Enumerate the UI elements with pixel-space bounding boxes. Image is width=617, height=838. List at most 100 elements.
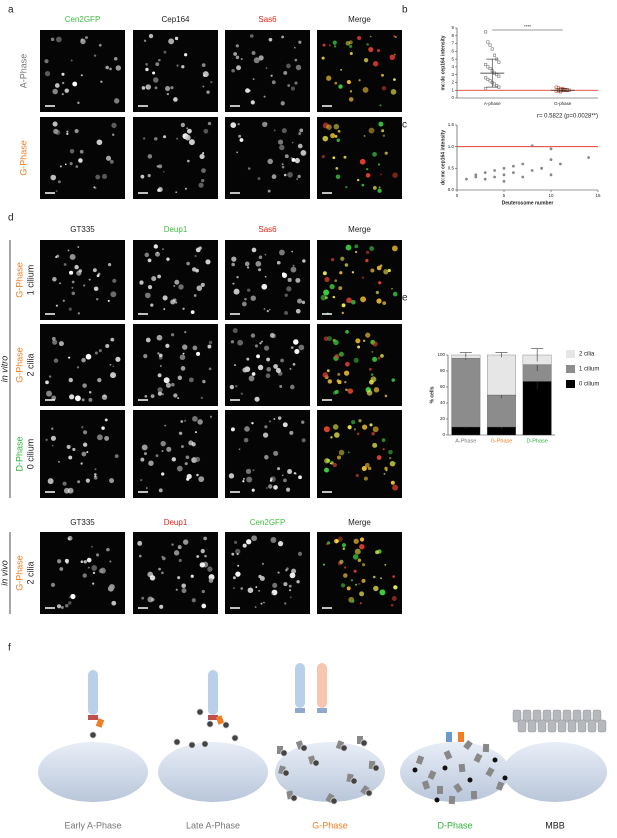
micrograph-spot: [96, 434, 103, 441]
micrograph-spot: [146, 84, 151, 89]
micrograph-spot: [141, 596, 145, 600]
micrograph-spot: [345, 244, 352, 251]
micrograph-spot: [72, 81, 78, 87]
micrograph-spot: [64, 163, 67, 166]
micrograph-spot: [69, 149, 75, 154]
y-tick-label: 0: [442, 432, 445, 437]
micrograph-spot: [264, 454, 269, 460]
micrograph-spot: [270, 74, 273, 77]
micrograph-spot: [281, 165, 285, 169]
micrograph-spot: [76, 366, 80, 369]
micrograph-spot: [155, 62, 160, 67]
micrograph-spot: [57, 180, 61, 184]
micrograph-spot: [373, 575, 376, 579]
micrograph-spot: [267, 189, 271, 193]
x-tick-label: 10: [548, 193, 554, 198]
micrograph-spot: [201, 63, 206, 67]
data-point: [486, 40, 490, 44]
micrograph-spot: [372, 341, 378, 347]
micrograph-spot: [240, 392, 243, 395]
micrograph-spot: [138, 554, 142, 558]
micrograph-spot: [382, 448, 385, 451]
row-label: A-Phase: [18, 54, 28, 89]
micrograph-spot: [70, 593, 76, 600]
micrograph-spot: [280, 358, 284, 363]
y-tick-label: 1: [451, 87, 454, 92]
micrograph-spot: [351, 271, 355, 274]
micrograph-spot: [111, 600, 117, 606]
micrograph-spot: [297, 551, 303, 557]
micrograph-spot: [230, 340, 235, 344]
micrograph-spot: [203, 74, 206, 77]
micrograph-spot: [372, 61, 379, 67]
micrograph-spot: [173, 393, 178, 398]
column-header: Merge: [348, 225, 371, 234]
micrograph-spot: [143, 354, 148, 359]
micrograph-spot: [366, 168, 369, 171]
micrograph-spot: [326, 336, 332, 342]
micrograph-spot: [69, 270, 74, 275]
micrograph-spot: [388, 449, 393, 455]
micrograph-spot: [370, 268, 375, 273]
micrograph-spot: [184, 419, 187, 422]
data-point: [493, 175, 496, 179]
micrograph-spot: [367, 466, 372, 471]
basal-body: [597, 719, 607, 733]
micrograph-spot: [277, 540, 284, 547]
micrograph-spot: [287, 277, 292, 283]
micrograph-spot: [80, 560, 84, 563]
micrograph-spot: [283, 173, 287, 177]
micrograph-spot: [96, 139, 103, 146]
micrograph-spot: [322, 271, 327, 276]
micrograph-spot: [252, 78, 255, 81]
side-label: in vivo: [0, 560, 9, 586]
micrograph-spot: [97, 377, 102, 383]
micrograph-spot: [166, 257, 170, 261]
micrograph-spot: [82, 430, 88, 435]
micrograph-spot: [238, 448, 241, 451]
bar-segment: [451, 358, 481, 428]
micrograph-spot: [182, 307, 185, 310]
stage-label: MBB: [545, 820, 565, 830]
micrograph-spot: [359, 537, 365, 542]
column-header: Cen2GFP: [250, 518, 286, 527]
centriole: [485, 767, 495, 777]
micrograph-spot: [392, 172, 398, 179]
micrograph-spot: [145, 487, 148, 489]
micrograph-spot: [286, 286, 292, 292]
y-tick-label: 5: [451, 56, 454, 61]
micrograph-spot: [297, 174, 301, 179]
micrograph: [317, 117, 402, 199]
micrograph-spot: [286, 487, 291, 492]
micrograph-spot: [291, 568, 297, 574]
column-header: Cen2GFP: [65, 15, 101, 24]
micrograph-spot: [68, 356, 71, 359]
micrograph-spot: [110, 291, 117, 298]
micrograph-spot: [162, 170, 165, 173]
micrograph-spot: [201, 603, 207, 609]
micrograph-spot: [145, 292, 151, 299]
micrograph-spot: [200, 548, 205, 554]
micrograph-spot: [62, 481, 67, 486]
micrograph-spot: [147, 285, 153, 290]
x-tick-label: A-Phase: [455, 438, 476, 444]
cell: [503, 742, 607, 802]
micrograph-spot: [244, 261, 250, 267]
micrograph-spot: [362, 563, 366, 567]
micrograph: [225, 532, 310, 614]
micrograph-spot: [140, 174, 145, 179]
micrograph-spot: [181, 588, 187, 594]
micrograph-spot: [275, 367, 281, 374]
deuterosome: [222, 721, 230, 729]
micrograph-spot: [389, 460, 396, 467]
micrograph-spot: [321, 154, 325, 159]
micrograph-spot: [158, 58, 161, 62]
micrograph-spot: [358, 583, 360, 585]
micrograph: [317, 410, 402, 498]
micrograph-spot: [239, 138, 244, 142]
micrograph-spot: [181, 65, 185, 69]
micrograph-spot: [268, 420, 272, 423]
micrograph-spot: [188, 139, 195, 146]
micrograph-spot: [353, 357, 359, 363]
